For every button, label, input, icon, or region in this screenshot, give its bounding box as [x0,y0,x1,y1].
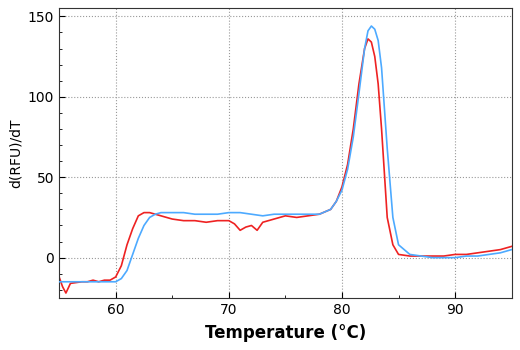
Y-axis label: d(RFU)/dT: d(RFU)/dT [8,118,22,188]
X-axis label: Temperature (°C): Temperature (°C) [205,324,366,342]
